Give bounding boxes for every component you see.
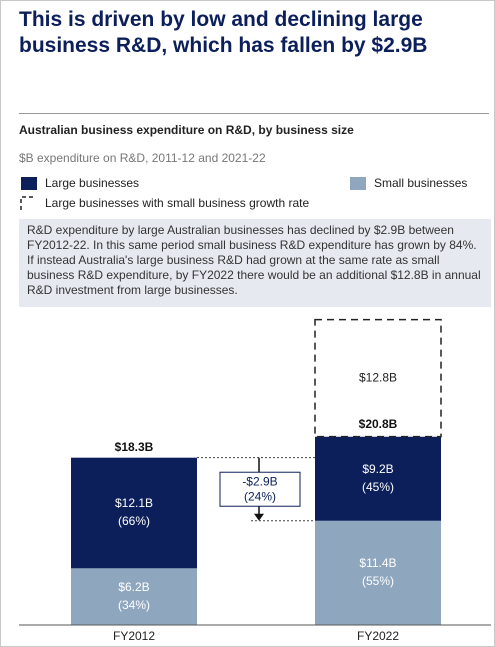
bar-segment	[315, 520, 441, 625]
bar-segment	[314, 318, 442, 438]
change-box	[219, 471, 301, 507]
legend-swatch	[20, 196, 35, 210]
share-label: (66%)	[118, 514, 150, 528]
x-tick-label: FY2012	[113, 629, 155, 643]
bar-segment	[315, 436, 441, 521]
divider	[19, 113, 489, 114]
value-label: $12.1B	[115, 496, 153, 510]
legend-swatch	[350, 177, 366, 190]
value-label: $6.2B	[118, 580, 149, 594]
chart-title: This is driven by low and declining larg…	[19, 8, 428, 57]
value-label: $9.2B	[362, 462, 393, 476]
change-label: -$2.9B	[242, 474, 277, 488]
total-label: $18.3B	[115, 440, 154, 454]
change-share: (24%)	[244, 489, 276, 503]
legend-label: Small businesses	[374, 176, 467, 190]
legend-label: Large businesses	[45, 176, 139, 190]
chart-subtitle: Australian business expenditure on R&D, …	[19, 123, 354, 137]
value-label: $12.8B	[359, 370, 397, 384]
value-label: $11.4B	[359, 556, 396, 570]
share-label: (45%)	[362, 480, 394, 494]
bar-segment	[71, 568, 197, 625]
unit-note: $B expenditure on R&D, 2011-12 and 2021-…	[19, 151, 266, 165]
arrow-head	[254, 513, 264, 521]
legend-swatch	[21, 177, 37, 190]
bar-segment	[71, 457, 197, 569]
total-label: $20.8B	[359, 417, 398, 431]
share-label: (55%)	[362, 574, 394, 588]
share-label: (34%)	[118, 598, 150, 612]
x-tick-label: FY2022	[357, 629, 399, 643]
annotation: R&D expenditure by large Australian busi…	[19, 219, 491, 307]
legend-label: Large businesses with small business gro…	[45, 196, 309, 210]
